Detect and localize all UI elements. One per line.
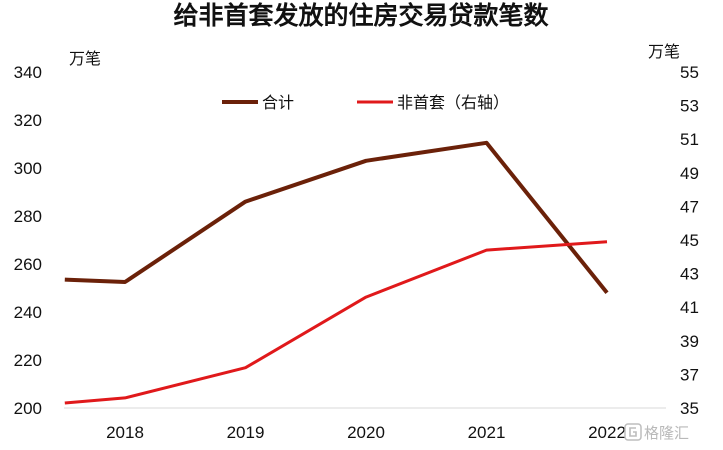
x-tick-label: 2019	[227, 423, 265, 442]
left-tick-label: 280	[14, 207, 42, 226]
right-tick-label: 49	[680, 164, 699, 183]
plot-area	[64, 140, 609, 405]
right-axis-ticks: 35 37 39 41 43 45 47 49 51 53 55	[680, 63, 699, 418]
x-tick-label: 2018	[106, 423, 144, 442]
left-tick-label: 340	[14, 63, 42, 82]
legend-label-total: 合计	[262, 93, 294, 112]
legend: 合计 非首套（右轴）	[222, 93, 509, 112]
x-tick-label: 2021	[468, 423, 506, 442]
right-tick-label: 45	[680, 231, 699, 250]
left-tick-label: 200	[14, 399, 42, 418]
chart-title: 给非首套发放的住房交易贷款笔数	[173, 1, 549, 30]
left-tick-label: 320	[14, 111, 42, 130]
x-tick-label: 2020	[347, 423, 385, 442]
left-tick-label: 240	[14, 303, 42, 322]
right-axis-unit: 万笔	[648, 42, 680, 61]
x-tick-label: 2022	[588, 423, 626, 442]
series-line-non-first-home	[64, 240, 608, 405]
watermark-text: 格隆汇	[644, 424, 689, 442]
right-tick-label: 55	[680, 63, 699, 82]
right-tick-label: 39	[680, 332, 699, 351]
x-axis-ticks: 2018 2019 2020 2021 2022	[106, 423, 626, 442]
right-tick-label: 47	[680, 197, 699, 216]
right-tick-label: 53	[680, 97, 699, 116]
left-tick-label: 260	[14, 255, 42, 274]
right-tick-label: 43	[680, 265, 699, 284]
series-line-total	[64, 140, 609, 295]
gelonghui-logo-icon	[624, 423, 642, 441]
right-tick-label: 41	[680, 298, 699, 317]
right-tick-label: 35	[680, 399, 699, 418]
legend-label-non-first-home: 非首套（右轴）	[397, 93, 509, 112]
watermark: 格隆汇	[624, 423, 689, 442]
left-tick-label: 300	[14, 159, 42, 178]
left-axis-ticks: 200 220 240 260 280 300 320 340	[14, 63, 42, 418]
left-tick-label: 220	[14, 351, 42, 370]
left-axis-unit: 万笔	[69, 49, 101, 68]
right-tick-label: 37	[680, 365, 699, 384]
right-tick-label: 51	[680, 130, 699, 149]
